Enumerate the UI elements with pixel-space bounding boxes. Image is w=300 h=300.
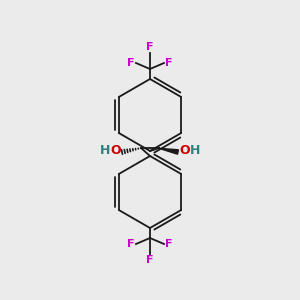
Text: F: F <box>165 58 172 68</box>
Text: F: F <box>128 239 135 249</box>
Text: H: H <box>190 143 200 157</box>
Text: O: O <box>179 145 190 158</box>
Polygon shape <box>159 148 178 154</box>
Text: F: F <box>128 58 135 68</box>
Text: O: O <box>110 145 121 158</box>
Text: F: F <box>146 255 154 265</box>
Text: F: F <box>146 42 154 52</box>
Text: F: F <box>165 239 172 249</box>
Text: H: H <box>100 143 110 157</box>
